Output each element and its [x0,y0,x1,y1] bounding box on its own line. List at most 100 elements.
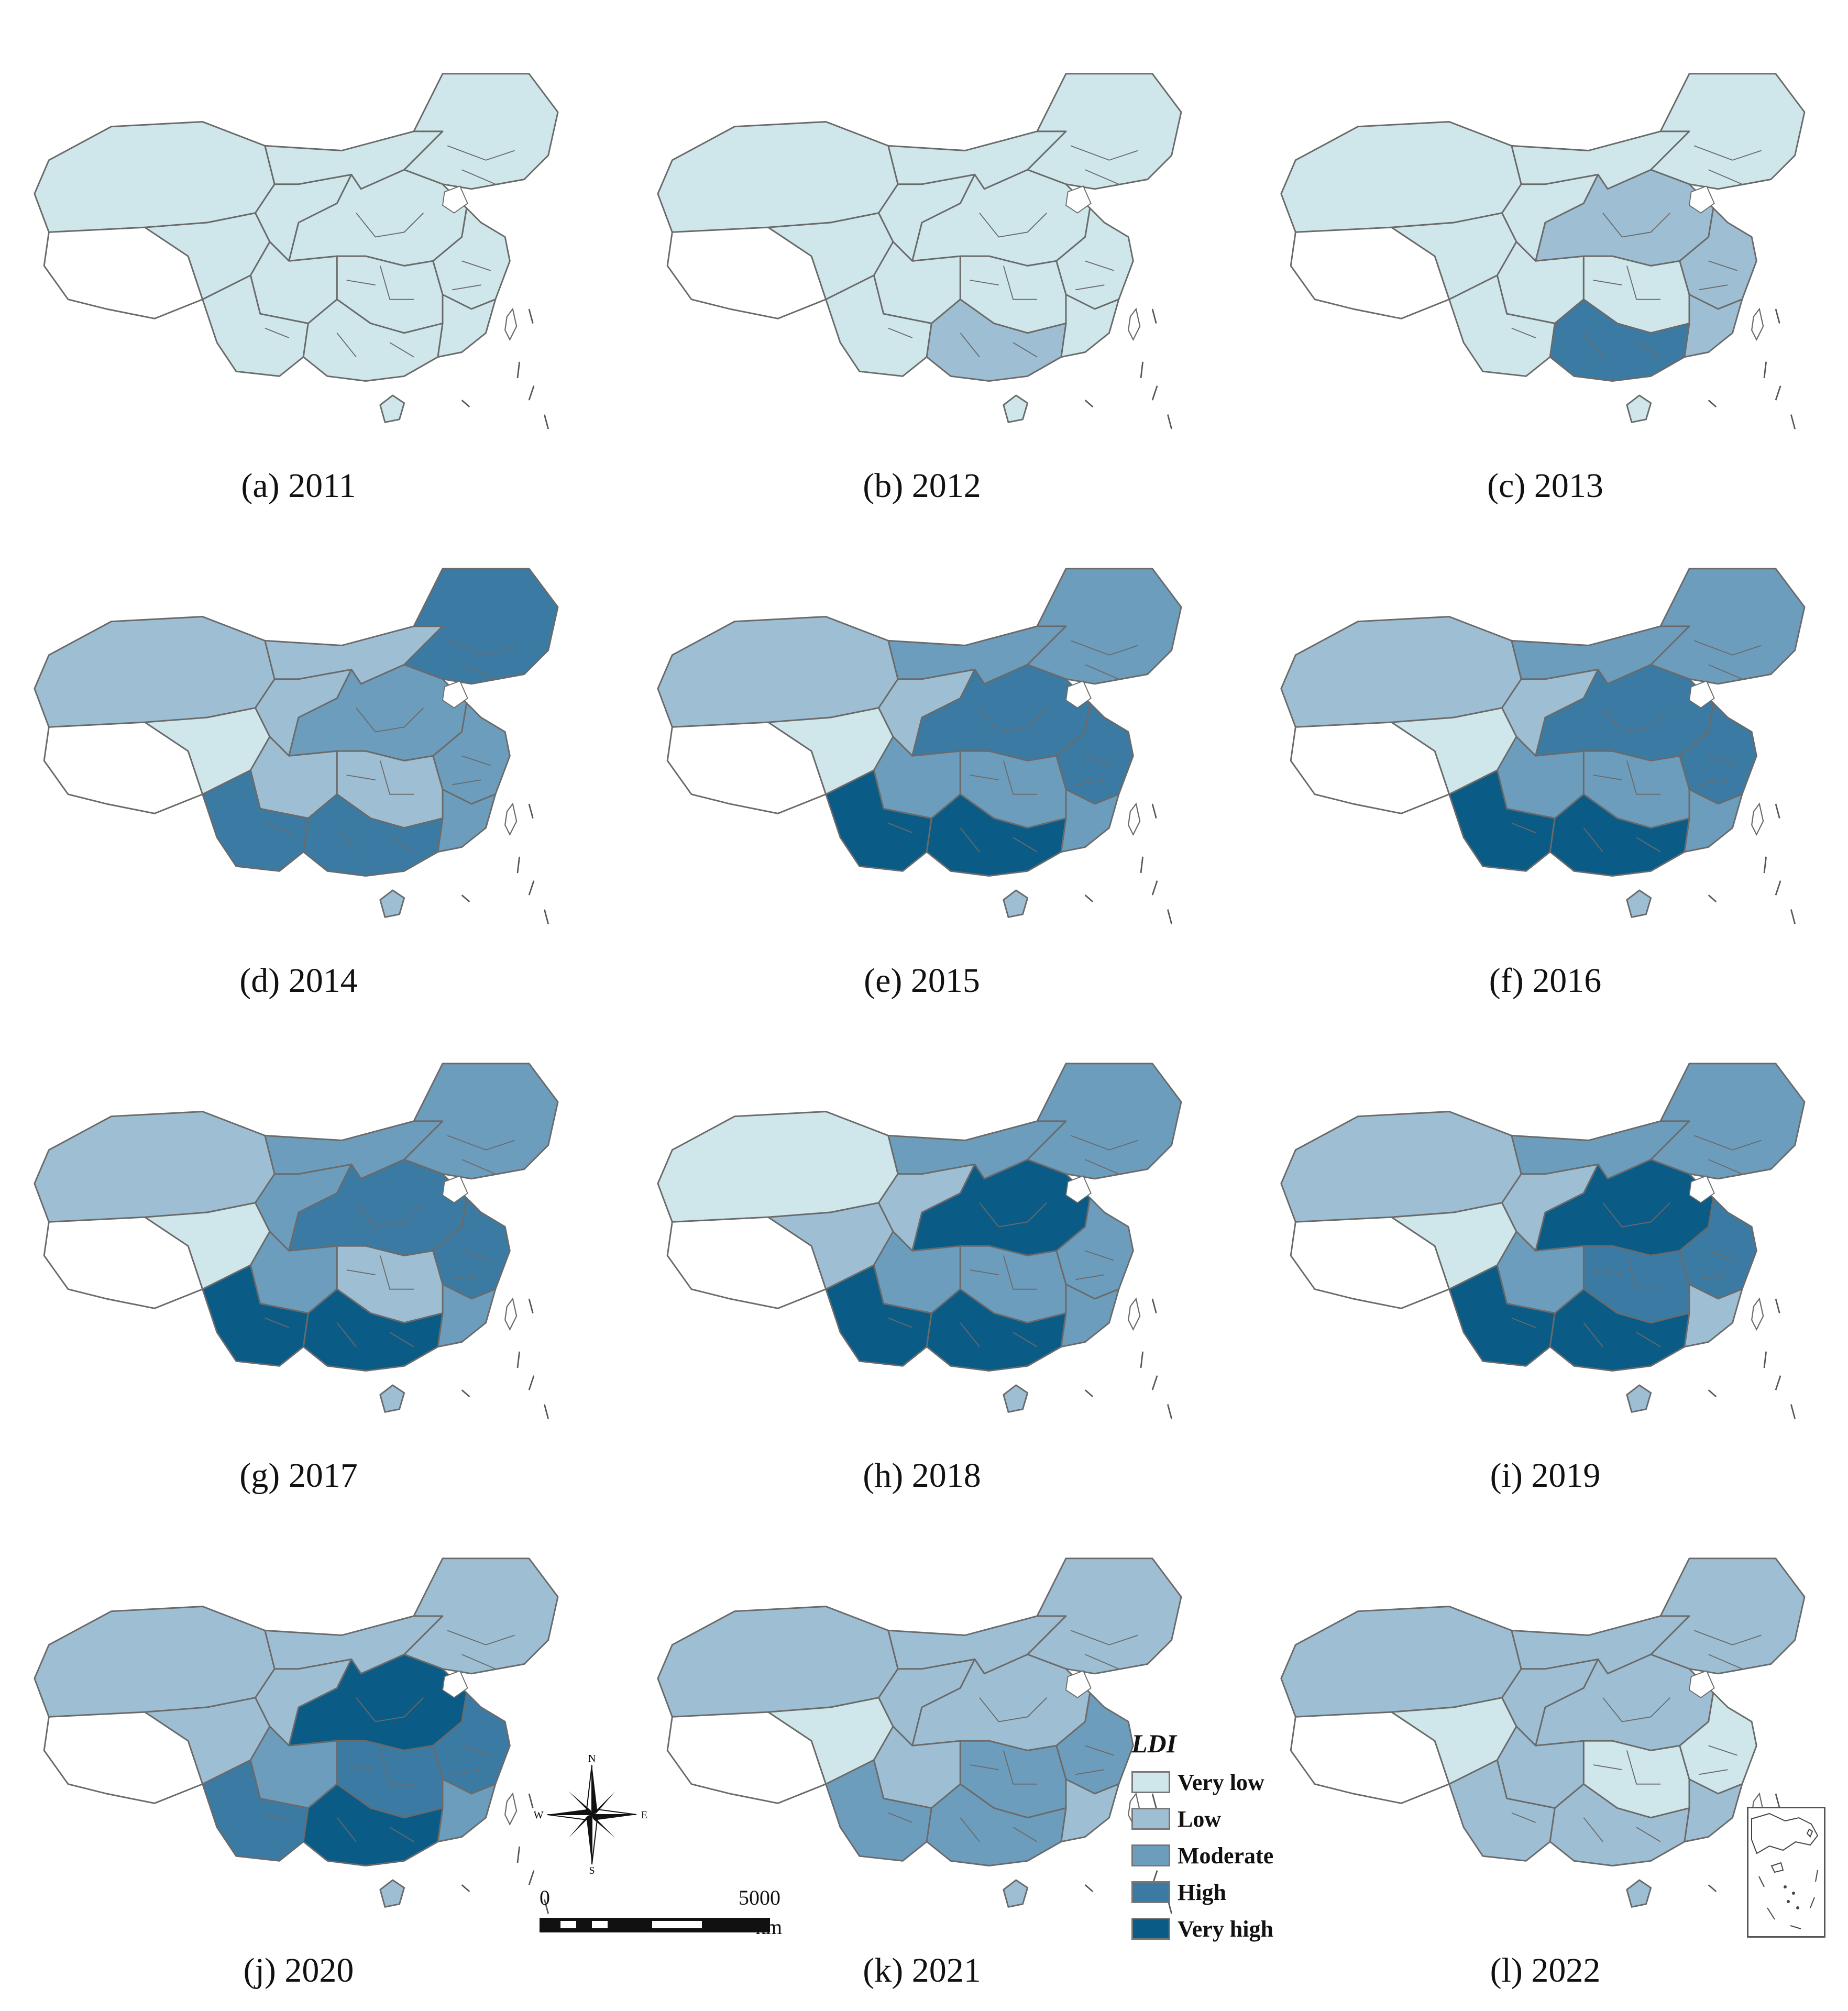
sea-boundary-dash [1167,909,1172,924]
province-boundary [1693,1135,1762,1151]
compass-rose-icon: N S E W [534,1749,650,1876]
province-boundary [1085,1159,1119,1175]
legend-item-very-low: Very low [1131,1764,1330,1800]
sea-boundary-dash [528,1375,535,1390]
scale-bar: 0 5000 km [540,1885,812,1948]
sea-boundary-dash [516,1846,521,1863]
sea-boundary-dash [528,803,534,819]
region-hn [379,394,405,423]
taiwan-island [1128,802,1141,836]
province-boundary [1699,1769,1728,1775]
map-panel-2019 [1280,1063,1806,1419]
region-tibet [1290,1711,1450,1804]
bohai-sea [1065,1175,1092,1203]
province-boundary [346,1269,376,1276]
region-gx [302,793,444,877]
province-boundary [1593,775,1622,781]
region-hn [379,889,405,918]
sea-boundary-dash [1708,894,1717,903]
region-ne [403,568,559,685]
province-boundary [452,284,481,291]
legend-label: Low [1178,1806,1222,1832]
legend-item-low: Low [1131,1800,1330,1837]
taiwan-island [504,802,518,836]
province-boundary [1699,1274,1728,1280]
map-panel-2014 [34,568,559,924]
region-hn [1626,1879,1652,1908]
bohai-sea [1065,1670,1092,1698]
sea-boundary-dash [1763,1351,1767,1368]
sea-boundary-dash [1140,361,1144,379]
province-boundary [265,822,290,833]
region-gx [926,299,1067,382]
province-boundary [1699,779,1728,786]
legend-swatch [1131,1808,1170,1830]
bohai-sea [1689,1175,1715,1203]
legend-label: Very high [1178,1916,1273,1942]
bohai-sea [1065,185,1092,214]
province-boundary [379,266,414,300]
legend-label: High [1178,1879,1226,1905]
panel-caption-2020: (j) 2020 [243,1951,354,1990]
province-boundary [1636,1332,1661,1347]
province-boundary [1511,1317,1536,1328]
bohai-sea [442,1670,468,1698]
province-boundary [389,1332,414,1347]
sea-boundary-dash [544,1404,549,1419]
bohai-sea [1689,680,1715,709]
province-boundary [1708,169,1743,185]
province-boundary [1708,755,1737,766]
province-boundary [356,708,424,733]
taiwan-island [504,1297,518,1331]
compass-w: W [534,1809,544,1821]
province-boundary [1583,827,1603,853]
province-boundary [1075,779,1105,786]
sea-boundary-dash [1708,1884,1717,1893]
province-boundary [1593,1764,1622,1771]
province-boundary [447,145,515,161]
province-boundary [1708,1159,1743,1175]
sea-boundary-dash [1708,1389,1717,1398]
province-boundary [1511,1812,1536,1823]
region-ne [1650,1063,1806,1180]
province-boundary [1593,1269,1622,1276]
province-boundary [979,1202,1047,1228]
map-panel-2016 [1280,568,1806,924]
region-ne [1027,73,1182,190]
province-boundary [1593,280,1622,286]
taiwan-island [1751,1297,1764,1331]
region-hn [1626,394,1652,423]
province-boundary [1583,1817,1603,1842]
province-boundary [960,1817,980,1842]
region-hn [1003,1879,1029,1908]
sea-boundary-dash [1775,880,1781,896]
province-boundary [1075,284,1105,291]
sea-boundary-dash [1151,880,1158,896]
province-boundary [336,827,357,853]
sea-boundary-dash [516,361,521,379]
taiwan-island [1128,307,1141,341]
province-boundary [1583,333,1603,358]
sea-boundary-dash [1084,1389,1094,1398]
province-boundary [356,213,424,238]
bohai-sea [442,1175,468,1203]
sea-boundary-dash [1775,1298,1780,1313]
region-gx [302,1783,444,1866]
sea-boundary-dash [516,1351,521,1368]
province-boundary [1003,760,1037,795]
region-gx [302,1288,444,1372]
map-panel-2018 [657,1063,1182,1419]
region-hn [1626,1384,1652,1413]
sea-boundary-dash [1151,385,1158,401]
legend-item-high: High [1131,1874,1330,1910]
region-gx [1549,793,1690,877]
province-boundary [1013,837,1038,853]
south-china-sea-inset [1747,1807,1825,1938]
sea-boundary-dash [528,1298,534,1313]
sea-boundary-dash [1708,400,1717,408]
sea-boundary-dash [1084,1884,1094,1893]
province-boundary [1070,1630,1138,1645]
province-boundary [346,1764,376,1771]
province-boundary [1070,145,1138,161]
province-boundary [1693,640,1762,656]
